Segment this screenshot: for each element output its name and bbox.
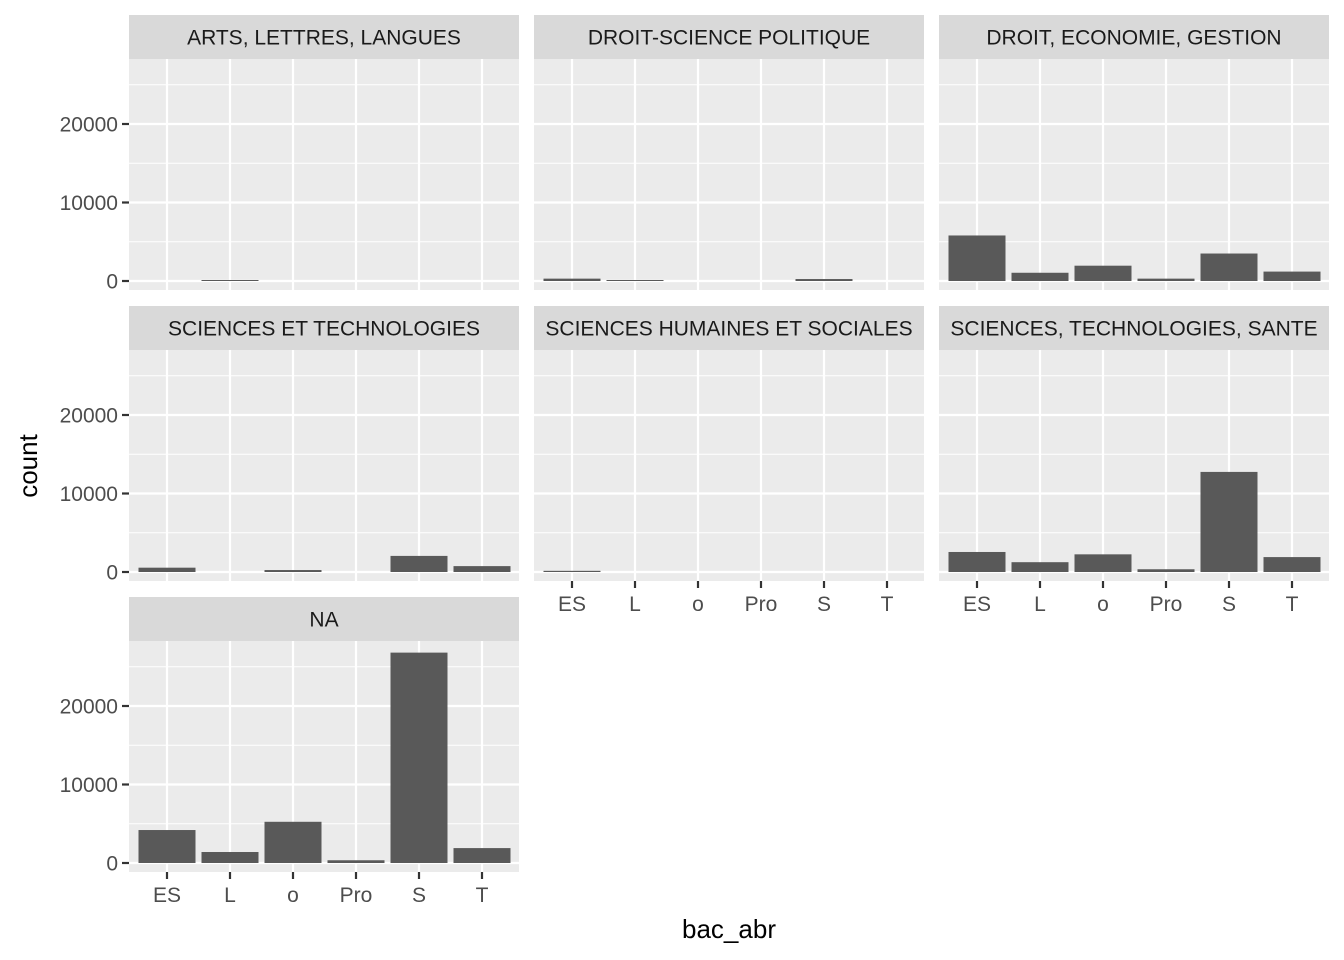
- bar: [453, 566, 511, 572]
- x-tick-label: Pro: [1150, 593, 1183, 616]
- facet-strip-label: SCIENCES ET TECHNOLOGIES: [168, 318, 480, 341]
- x-tick-label: ES: [558, 593, 586, 616]
- panel-background: [129, 350, 519, 581]
- y-tick-label: 20000: [60, 696, 118, 719]
- facet-strip: [534, 306, 924, 350]
- panel-background: [534, 59, 924, 290]
- bar: [1137, 278, 1195, 281]
- facet-panel: ARTS, LETTRES, LANGUES 0 10000 20000: [60, 15, 519, 294]
- bar: [1074, 554, 1132, 572]
- y-tick-label: 20000: [60, 114, 118, 137]
- x-tick-label: T: [1286, 593, 1299, 616]
- x-tick-label: ES: [963, 593, 991, 616]
- bar: [327, 860, 385, 863]
- x-tick-label: L: [224, 884, 236, 907]
- x-tick-label: S: [412, 884, 426, 907]
- facet-strip: [129, 306, 519, 350]
- bar: [138, 567, 196, 572]
- panel-background: [939, 350, 1329, 581]
- x-tick-label: T: [476, 884, 489, 907]
- panel-background: [534, 350, 924, 581]
- bar: [138, 830, 196, 863]
- bar: [1137, 569, 1195, 572]
- y-tick-label: 10000: [60, 192, 118, 215]
- facet-panel: DROIT-SCIENCE POLITIQUE: [534, 15, 924, 290]
- x-tick-label: S: [1222, 593, 1236, 616]
- y-tick-label: 0: [106, 562, 118, 585]
- x-tick-label: L: [1034, 593, 1046, 616]
- bar: [1011, 272, 1069, 281]
- bar: [201, 852, 259, 863]
- facet-strip: [939, 15, 1329, 59]
- bar: [264, 570, 322, 572]
- x-tick-label: ES: [153, 884, 181, 907]
- x-tick-label: Pro: [745, 593, 778, 616]
- facet-strip-label: NA: [309, 609, 338, 632]
- bar: [1200, 471, 1258, 572]
- bar: [543, 570, 601, 572]
- facet-strip: [534, 15, 924, 59]
- bar: [606, 280, 664, 281]
- facet-panels: ARTS, LETTRES, LANGUES 0 10000 20000 DROIT-S…: [60, 15, 1329, 907]
- y-tick-label: 0: [106, 853, 118, 876]
- y-tick-label: 10000: [60, 483, 118, 506]
- x-tick-label: o: [287, 884, 299, 907]
- y-tick-label: 20000: [60, 405, 118, 428]
- bar: [390, 652, 448, 863]
- bar: [201, 280, 259, 281]
- facet-strip-label: DROIT-SCIENCE POLITIQUE: [588, 27, 870, 50]
- facet-panel: DROIT, ECONOMIE, GESTION: [939, 15, 1329, 290]
- x-tick-label: o: [692, 593, 704, 616]
- bar: [948, 235, 1006, 281]
- x-tick-label: o: [1097, 593, 1109, 616]
- bar: [543, 278, 601, 281]
- facet-strip: [129, 15, 519, 59]
- x-axis-title: bac_abr: [682, 914, 776, 944]
- facet-strip: [939, 306, 1329, 350]
- facet-panel: SCIENCES ET TECHNOLOGIES 0 10000 20000: [60, 306, 519, 585]
- x-tick-label: L: [629, 593, 641, 616]
- bar: [1263, 557, 1321, 572]
- bar: [1263, 271, 1321, 281]
- panel-background: [129, 59, 519, 290]
- bar: [948, 551, 1006, 572]
- bar: [1074, 265, 1132, 281]
- bar: [264, 821, 322, 863]
- bar: [1200, 253, 1258, 281]
- facet-strip-label: SCIENCES, TECHNOLOGIES, SANTE: [950, 318, 1317, 341]
- x-tick-label: Pro: [340, 884, 373, 907]
- bar: [1011, 562, 1069, 572]
- y-tick-label: 10000: [60, 774, 118, 797]
- facet-strip-label: ARTS, LETTRES, LANGUES: [187, 27, 461, 50]
- bar: [390, 555, 448, 572]
- x-tick-label: T: [881, 593, 894, 616]
- bar: [795, 279, 853, 281]
- y-axis-title: count: [13, 433, 43, 497]
- facet-strip-label: DROIT, ECONOMIE, GESTION: [986, 27, 1281, 50]
- facet-strip: [129, 597, 519, 641]
- y-tick-label: 0: [106, 271, 118, 294]
- x-tick-label: S: [817, 593, 831, 616]
- bar: [453, 848, 511, 863]
- facet-strip-label: SCIENCES HUMAINES ET SOCIALES: [545, 318, 912, 341]
